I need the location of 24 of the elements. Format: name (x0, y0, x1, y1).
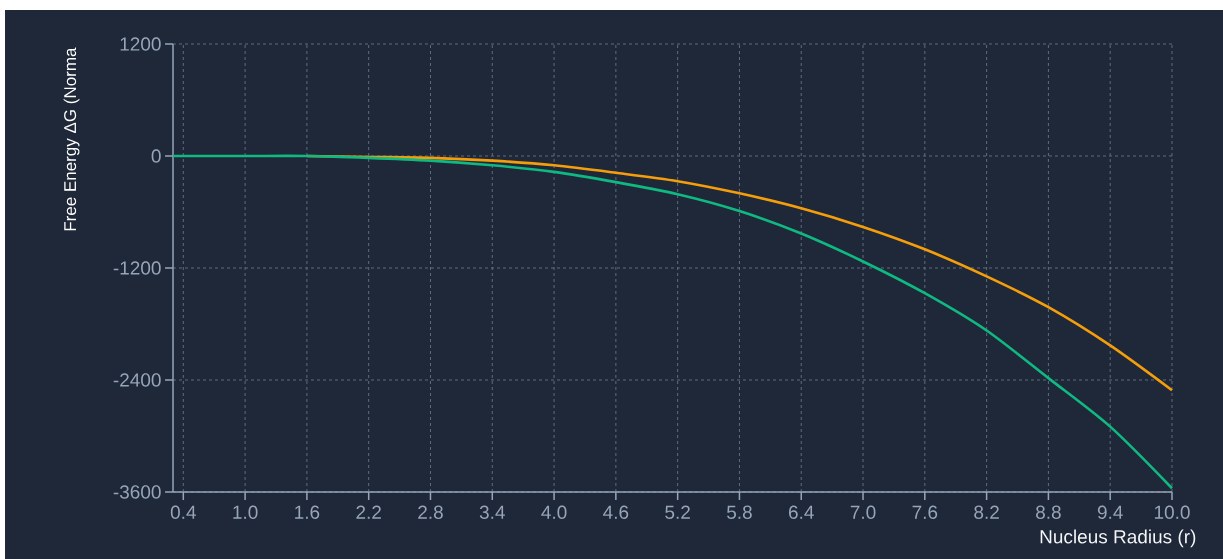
x-tick-label: 7.6 (912, 505, 938, 519)
x-tick-label: 0.4 (170, 505, 196, 519)
x-tick-label: 2.2 (356, 505, 381, 519)
y-tick-label: -3600 (113, 485, 161, 499)
x-tick-label: 9.4 (1097, 505, 1123, 519)
x-tick-label: 8.8 (1036, 505, 1061, 519)
y-axis-title: Free Energy ΔG (Norma (63, 47, 80, 231)
x-tick-label: 4.6 (603, 505, 629, 519)
x-tick-label: 4.0 (541, 505, 567, 519)
x-tick-label: 8.2 (974, 505, 999, 519)
x-tick-label: 7.0 (850, 505, 876, 519)
x-tick-label: 10.0 (1154, 505, 1190, 519)
x-tick-label: 5.8 (726, 505, 752, 519)
y-tick-label: 0 (151, 149, 161, 163)
y-tick-label: 1200 (120, 37, 161, 51)
x-tick-label: 5.2 (665, 505, 690, 519)
y-tick-label: -1200 (113, 261, 161, 275)
x-tick-label: 1.6 (295, 505, 320, 519)
x-tick-label: 6.4 (788, 505, 814, 519)
y-tick-label: -2400 (113, 373, 161, 387)
x-tick-label: 3.4 (479, 505, 505, 519)
x-tick-label: 2.8 (418, 505, 443, 519)
x-tick-label: 1.0 (233, 505, 258, 519)
x-axis-title: Nucleus Radius (r) (1040, 529, 1196, 548)
